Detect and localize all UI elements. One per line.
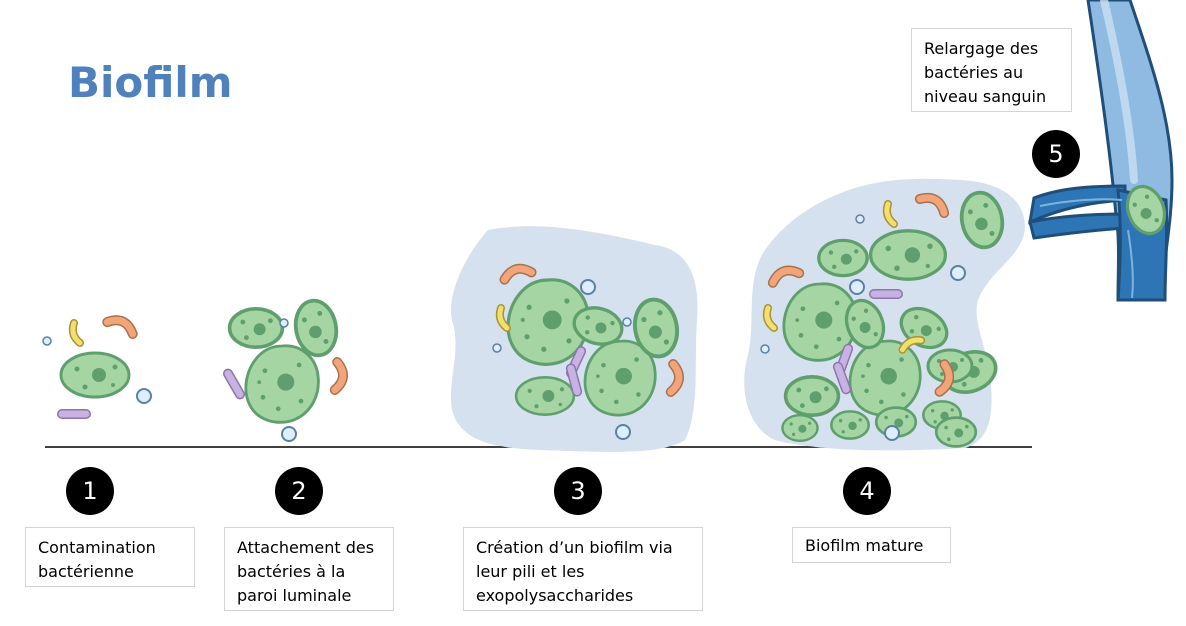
stage-badge-4: 4 bbox=[843, 467, 891, 515]
stage3-biofilm bbox=[450, 226, 698, 452]
caption-line: bactérienne bbox=[38, 562, 134, 581]
caption-line: Biofilm mature bbox=[805, 536, 924, 555]
stage-badge-2: 2 bbox=[275, 467, 323, 515]
caption-line: niveau sanguin bbox=[924, 87, 1047, 106]
stage-badge-3: 3 bbox=[554, 467, 602, 515]
stage2-bacteria bbox=[228, 295, 344, 442]
caption-line: leur pili et les bbox=[476, 562, 585, 581]
stage-caption-1: Contamination bactérienne bbox=[25, 527, 195, 587]
caption-line: paroi luminale bbox=[237, 586, 352, 605]
stage-badge-1: 1 bbox=[66, 467, 114, 515]
caption-line: Contamination bbox=[38, 538, 156, 557]
caption-line: bactéries à la bbox=[237, 562, 346, 581]
stage1-bacteria bbox=[42, 316, 152, 414]
caption-line: exopolysaccharides bbox=[476, 586, 634, 605]
stage-caption-5: Relargage des bactéries au niveau sangui… bbox=[911, 28, 1072, 112]
stage-badge-5: 5 bbox=[1032, 130, 1080, 178]
stage4-biofilm bbox=[744, 178, 1025, 451]
stage-caption-2: Attachement des bactéries à la paroi lum… bbox=[224, 527, 394, 611]
blood-vessel bbox=[1028, 0, 1174, 302]
caption-line: Relargage des bbox=[924, 39, 1039, 58]
caption-line: Attachement des bbox=[237, 538, 375, 557]
caption-line: Création d’un biofilm via bbox=[476, 538, 673, 557]
stage-caption-4: Biofilm mature bbox=[792, 527, 951, 563]
page-title: Biofilm bbox=[68, 58, 233, 107]
stage-caption-3: Création d’un biofilm via leur pili et l… bbox=[463, 527, 703, 611]
caption-line: bactéries au bbox=[924, 63, 1024, 82]
